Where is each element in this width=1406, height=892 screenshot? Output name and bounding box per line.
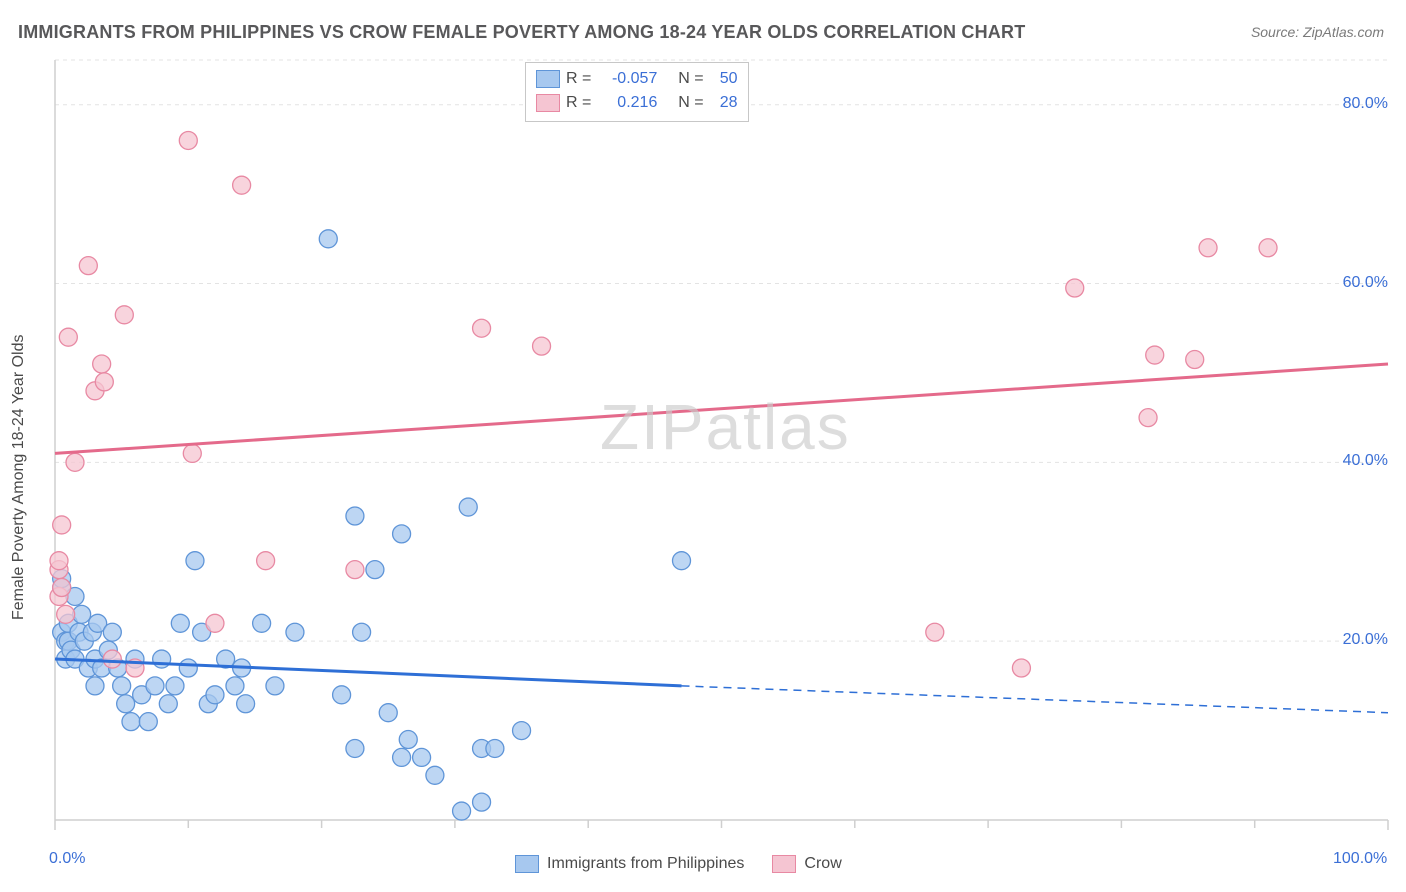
data-point bbox=[1066, 279, 1084, 297]
y-tick-label: 40.0% bbox=[1343, 452, 1388, 470]
data-point bbox=[486, 739, 504, 757]
data-point bbox=[253, 614, 271, 632]
data-point bbox=[146, 677, 164, 695]
y-tick-label: 60.0% bbox=[1343, 274, 1388, 292]
legend-item: Crow bbox=[772, 855, 841, 873]
legend-series: Immigrants from Philippines Crow bbox=[515, 855, 842, 873]
legend-stat-row: R =0.216 N = 28 bbox=[536, 91, 738, 115]
data-point bbox=[346, 561, 364, 579]
data-point bbox=[333, 686, 351, 704]
data-point bbox=[179, 131, 197, 149]
data-point bbox=[113, 677, 131, 695]
data-point bbox=[459, 498, 477, 516]
data-point bbox=[226, 677, 244, 695]
legend-n-value: 28 bbox=[710, 91, 738, 115]
legend-swatch bbox=[536, 94, 560, 112]
data-point bbox=[346, 739, 364, 757]
data-point bbox=[1012, 659, 1030, 677]
data-point bbox=[53, 516, 71, 534]
legend-n-label: N = bbox=[678, 91, 703, 115]
y-tick-label: 80.0% bbox=[1343, 95, 1388, 113]
data-point bbox=[453, 802, 471, 820]
legend-stat-row: R =-0.057 N = 50 bbox=[536, 67, 738, 91]
data-point bbox=[319, 230, 337, 248]
legend-label: Immigrants from Philippines bbox=[547, 855, 744, 873]
legend-r-value: -0.057 bbox=[597, 67, 657, 91]
data-point bbox=[393, 748, 411, 766]
legend-n-value: 50 bbox=[710, 67, 738, 91]
data-point bbox=[346, 507, 364, 525]
data-point bbox=[257, 552, 275, 570]
legend-r-label: R = bbox=[566, 67, 591, 91]
data-point bbox=[66, 453, 84, 471]
trend-line-extrapolated bbox=[682, 686, 1388, 713]
data-point bbox=[673, 552, 691, 570]
legend-r-value: 0.216 bbox=[597, 91, 657, 115]
legend-swatch bbox=[515, 855, 539, 873]
scatter-chart bbox=[0, 0, 1406, 892]
data-point bbox=[103, 623, 121, 641]
data-point bbox=[379, 704, 397, 722]
data-point bbox=[1186, 351, 1204, 369]
data-point bbox=[117, 695, 135, 713]
x-tick-label: 100.0% bbox=[1333, 850, 1387, 868]
data-point bbox=[393, 525, 411, 543]
legend-item: Immigrants from Philippines bbox=[515, 855, 744, 873]
data-point bbox=[266, 677, 284, 695]
data-point bbox=[426, 766, 444, 784]
legend-swatch bbox=[772, 855, 796, 873]
data-point bbox=[179, 659, 197, 677]
data-point bbox=[186, 552, 204, 570]
data-point bbox=[233, 176, 251, 194]
data-point bbox=[366, 561, 384, 579]
data-point bbox=[183, 444, 201, 462]
data-point bbox=[166, 677, 184, 695]
legend-label: Crow bbox=[804, 855, 841, 873]
chart-container: IMMIGRANTS FROM PHILIPPINES VS CROW FEMA… bbox=[0, 0, 1406, 892]
data-point bbox=[513, 722, 531, 740]
data-point bbox=[50, 552, 68, 570]
data-point bbox=[86, 677, 104, 695]
data-point bbox=[533, 337, 551, 355]
data-point bbox=[286, 623, 304, 641]
data-point bbox=[206, 614, 224, 632]
data-point bbox=[53, 579, 71, 597]
data-point bbox=[473, 319, 491, 337]
data-point bbox=[73, 605, 91, 623]
data-point bbox=[59, 328, 77, 346]
data-point bbox=[103, 650, 121, 668]
data-point bbox=[79, 257, 97, 275]
legend-n-label: N = bbox=[678, 67, 703, 91]
data-point bbox=[413, 748, 431, 766]
data-point bbox=[93, 355, 111, 373]
data-point bbox=[237, 695, 255, 713]
data-point bbox=[473, 793, 491, 811]
data-point bbox=[206, 686, 224, 704]
data-point bbox=[122, 713, 140, 731]
data-point bbox=[1146, 346, 1164, 364]
data-point bbox=[95, 373, 113, 391]
data-point bbox=[1199, 239, 1217, 257]
trend-line bbox=[55, 364, 1388, 453]
legend-stats: R =-0.057 N = 50 R =0.216 N = 28 bbox=[525, 62, 749, 122]
legend-r-label: R = bbox=[566, 91, 591, 115]
data-point bbox=[115, 306, 133, 324]
y-tick-label: 20.0% bbox=[1343, 631, 1388, 649]
data-point bbox=[926, 623, 944, 641]
data-point bbox=[57, 605, 75, 623]
x-tick-label: 0.0% bbox=[49, 850, 85, 868]
data-point bbox=[1259, 239, 1277, 257]
data-point bbox=[353, 623, 371, 641]
data-point bbox=[399, 731, 417, 749]
data-point bbox=[159, 695, 177, 713]
data-point bbox=[1139, 409, 1157, 427]
data-point bbox=[171, 614, 189, 632]
data-point bbox=[139, 713, 157, 731]
legend-swatch bbox=[536, 70, 560, 88]
